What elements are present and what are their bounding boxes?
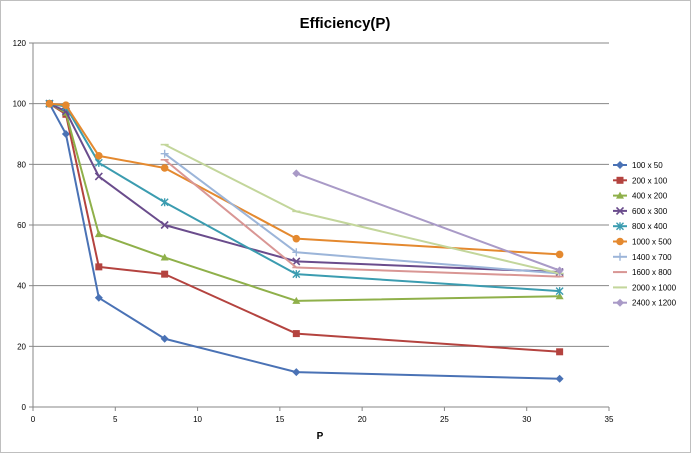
data-point bbox=[292, 257, 301, 266]
series-1600x800 bbox=[160, 158, 564, 278]
legend-item: 2000 x 1000 bbox=[613, 283, 677, 292]
data-point bbox=[555, 250, 564, 259]
data-point bbox=[160, 253, 169, 261]
y-tick-label: 20 bbox=[17, 342, 26, 351]
y-tick-label: 120 bbox=[13, 39, 27, 48]
legend-label: 100 x 50 bbox=[632, 161, 663, 170]
data-point bbox=[94, 172, 103, 181]
legend-item: 800 x 400 bbox=[613, 222, 668, 231]
legend-marker bbox=[616, 222, 624, 231]
series-group bbox=[45, 99, 564, 383]
data-point bbox=[292, 248, 301, 257]
legend-marker bbox=[615, 206, 625, 215]
legend-item: 100 x 50 bbox=[613, 161, 663, 170]
legend-label: 200 x 100 bbox=[632, 176, 668, 185]
x-tick-label: 10 bbox=[193, 415, 202, 424]
data-point bbox=[292, 368, 301, 377]
y-tick-label: 60 bbox=[17, 221, 26, 230]
x-tick-label: 30 bbox=[522, 415, 531, 424]
gridlines bbox=[33, 42, 609, 347]
data-point bbox=[95, 263, 103, 271]
y-tick-label: 100 bbox=[13, 100, 27, 109]
data-point bbox=[292, 330, 300, 338]
legend-label: 2400 x 1200 bbox=[632, 299, 677, 308]
legend-item: 1600 x 800 bbox=[613, 268, 672, 277]
legend-label: 1600 x 800 bbox=[632, 268, 672, 277]
legend-label: 2000 x 1000 bbox=[632, 283, 677, 292]
series-line bbox=[48, 103, 560, 380]
data-point bbox=[95, 152, 103, 160]
series-line bbox=[49, 102, 560, 274]
legend-label: 1400 x 700 bbox=[632, 253, 672, 262]
data-point bbox=[292, 234, 301, 243]
data-point bbox=[161, 270, 169, 278]
data-point bbox=[160, 198, 169, 207]
data-point bbox=[292, 270, 301, 279]
x-axis-title: P bbox=[317, 431, 324, 442]
data-point bbox=[555, 287, 564, 296]
series-line bbox=[295, 172, 560, 272]
y-tick-label: 80 bbox=[17, 160, 26, 169]
data-point bbox=[555, 266, 564, 275]
legend-item: 1400 x 700 bbox=[613, 253, 672, 262]
x-tick-label: 20 bbox=[358, 415, 367, 424]
legend-marker bbox=[616, 161, 624, 169]
x-tick-label: 5 bbox=[113, 415, 118, 424]
data-point bbox=[160, 149, 169, 158]
legend-label: 1000 x 500 bbox=[632, 238, 672, 247]
legend: 100 x 50 200 x 100 400 x 200 600 x 300 800 x… bbox=[613, 161, 677, 308]
data-point bbox=[94, 158, 103, 167]
series-2400x1200 bbox=[292, 169, 564, 275]
data-point bbox=[292, 169, 301, 178]
legend-item: 600 x 300 bbox=[613, 206, 668, 216]
legend-item: 200 x 100 bbox=[613, 176, 668, 185]
x-tick-label: 25 bbox=[440, 415, 449, 424]
legend-item: 400 x 200 bbox=[613, 191, 668, 201]
data-point bbox=[555, 374, 564, 383]
series-line bbox=[48, 102, 560, 302]
data-point bbox=[94, 230, 103, 238]
series-100x50 bbox=[45, 99, 564, 383]
data-point bbox=[555, 292, 564, 300]
legend-marker bbox=[616, 252, 624, 261]
legend-marker bbox=[616, 176, 624, 184]
legend-label: 600 x 300 bbox=[632, 207, 668, 216]
y-tick-label: 40 bbox=[17, 282, 26, 291]
data-point bbox=[62, 101, 70, 109]
data-point bbox=[160, 334, 169, 343]
chart-title: Efficiency(P) bbox=[300, 15, 391, 32]
series-1000x500 bbox=[45, 99, 564, 259]
x-tick-label: 35 bbox=[605, 415, 614, 424]
legend-marker bbox=[616, 298, 624, 307]
legend-label: 800 x 400 bbox=[632, 222, 668, 231]
x-axis-ticks: 0 5 10 15 20 25 30 35 bbox=[31, 407, 614, 424]
legend-label: 400 x 200 bbox=[632, 192, 668, 201]
data-point bbox=[45, 99, 54, 108]
data-point bbox=[160, 220, 169, 230]
x-tick-label: 0 bbox=[31, 415, 36, 424]
series-800x400 bbox=[45, 99, 564, 296]
legend-item: 2400 x 1200 bbox=[613, 298, 677, 308]
data-point bbox=[94, 293, 103, 302]
data-point bbox=[61, 130, 70, 138]
x-tick-label: 15 bbox=[275, 415, 284, 424]
legend-item: 1000 x 500 bbox=[613, 238, 672, 247]
legend-marker bbox=[616, 191, 624, 199]
y-axis-ticks: 0 20 40 60 80 100 120 bbox=[13, 39, 33, 412]
series-200x100 bbox=[45, 100, 564, 356]
y-tick-label: 0 bbox=[22, 403, 27, 412]
series-line bbox=[164, 152, 560, 275]
series-1400x700 bbox=[160, 149, 564, 278]
data-point bbox=[556, 348, 564, 356]
legend-marker bbox=[616, 237, 624, 246]
data-point bbox=[160, 164, 169, 172]
data-point bbox=[292, 296, 301, 304]
